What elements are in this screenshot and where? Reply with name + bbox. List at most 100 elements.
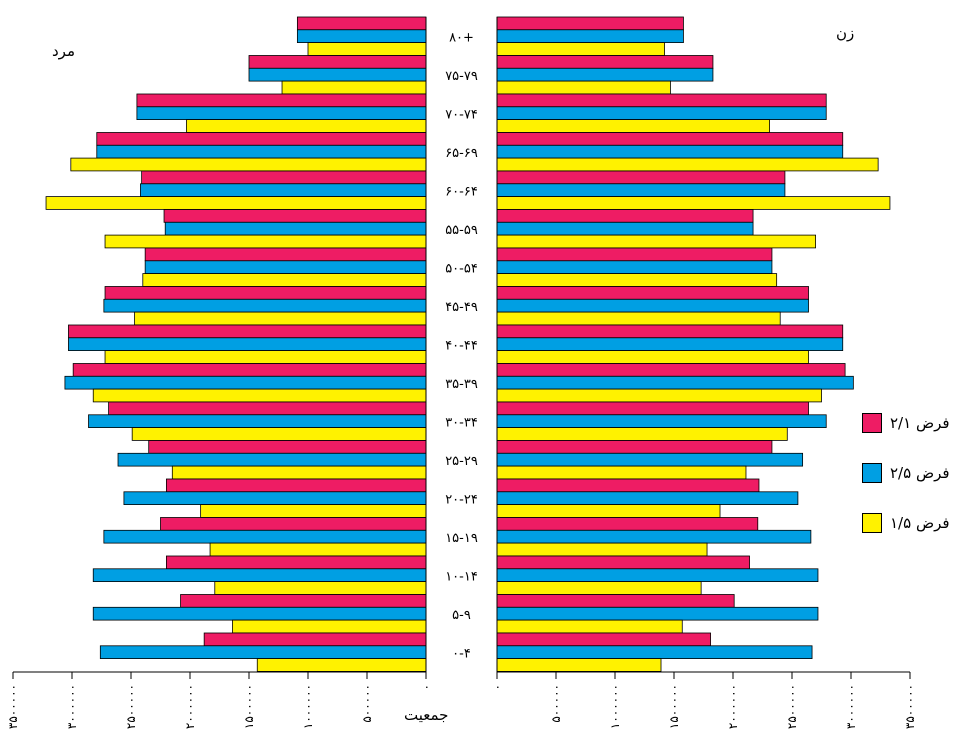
female-tick-label: ۰ [490, 684, 504, 690]
male-tick-label: ۰ [419, 684, 433, 690]
bar-male-6-s3 [142, 273, 427, 287]
legend-swatch-series-2 [862, 463, 882, 483]
female-tick-label: ۱۵۰۰۰۰۰ [667, 684, 681, 729]
bar-male-11-s2 [117, 452, 427, 467]
bar-male-10-s1 [108, 401, 427, 416]
age-group-label: ۵-۹ [452, 608, 471, 623]
female-side-label: زن [836, 24, 855, 42]
age-group-label: ۱۰-۱۴ [445, 569, 478, 584]
bar-female-7-s2 [496, 298, 809, 313]
bar-female-0-s3 [496, 42, 665, 56]
bar-female-4-s2 [496, 183, 786, 198]
bar-male-4-s1 [141, 170, 427, 185]
bar-female-9-s1 [496, 363, 846, 377]
bar-female-8-s2 [496, 337, 844, 351]
age-group-label: ۸۰+ [449, 30, 474, 45]
bar-male-2-s2 [136, 106, 427, 121]
age-group-label: ۷۵-۷۹ [445, 69, 478, 84]
bar-male-3-s2 [96, 144, 427, 159]
bar-female-5-s2 [496, 221, 754, 236]
bar-male-2-s3 [186, 119, 427, 133]
bar-male-0-s1 [296, 16, 427, 31]
age-group-label: ۲۰-۲۴ [445, 492, 478, 507]
bar-male-4-s2 [140, 183, 427, 198]
bar-male-9-s3 [92, 388, 427, 403]
bar-male-7-s2 [103, 298, 427, 313]
bar-male-1-s3 [281, 80, 427, 95]
bar-male-16-s2 [99, 645, 427, 659]
bar-male-11-s3 [171, 465, 427, 480]
bar-male-14-s1 [165, 555, 427, 570]
age-group-label: ۶۵-۶۹ [445, 146, 478, 161]
age-group-label: ۵۵-۵۹ [445, 223, 478, 238]
male-tick-label: ۲۵۰۰۰۰۰ [124, 684, 138, 729]
bar-male-13-s1 [160, 517, 427, 531]
bar-male-1-s2 [248, 67, 427, 82]
bar-male-16-s3 [256, 658, 427, 672]
bar-male-7-s3 [134, 311, 427, 326]
bar-male-9-s1 [72, 363, 427, 377]
age-group-label: ۲۵-۲۹ [445, 454, 478, 469]
bar-male-11-s1 [148, 440, 427, 454]
bar-female-10-s2 [496, 414, 827, 428]
female-tick-label: ۲۰۰۰۰۰۰ [726, 684, 740, 729]
bar-female-15-s1 [496, 594, 735, 608]
legend-swatch-series-1 [862, 413, 882, 433]
bar-female-7-s1 [496, 286, 809, 300]
bar-male-6-s2 [144, 260, 427, 274]
bar-female-9-s3 [496, 388, 822, 403]
age-group-label: ۷۰-۷۴ [445, 107, 478, 122]
bar-female-2-s2 [496, 106, 827, 121]
bar-female-7-s3 [496, 311, 781, 326]
bar-male-3-s3 [70, 157, 427, 172]
female-tick-label: ۱۰۰۰۰۰۰ [608, 684, 622, 729]
bar-female-11-s3 [496, 465, 747, 480]
bar-male-12-s3 [200, 504, 427, 518]
bar-female-3-s2 [496, 144, 844, 159]
bars-layer [45, 16, 891, 672]
bar-female-0-s1 [496, 16, 684, 31]
bar-female-12-s1 [496, 478, 760, 493]
bar-female-9-s2 [496, 375, 854, 390]
bar-female-16-s1 [496, 632, 711, 647]
legend-label-series-3: فرض ۱/۵ [890, 514, 950, 532]
bar-female-6-s3 [496, 273, 778, 287]
bar-female-12-s3 [496, 504, 721, 518]
bar-female-3-s1 [496, 132, 844, 146]
bar-male-15-s2 [92, 606, 427, 621]
bar-male-0-s3 [307, 42, 427, 56]
bar-male-12-s1 [165, 478, 427, 493]
bar-male-8-s1 [68, 324, 427, 339]
bar-female-2-s1 [496, 93, 827, 108]
bar-male-7-s1 [104, 286, 427, 300]
bar-female-11-s1 [496, 440, 773, 454]
bar-male-6-s1 [144, 247, 427, 262]
age-group-label: ۴۵-۴۹ [445, 300, 478, 315]
bar-male-10-s3 [131, 427, 427, 441]
bar-female-2-s3 [496, 119, 770, 133]
bar-female-0-s2 [496, 29, 684, 43]
bar-female-13-s2 [496, 529, 812, 544]
age-group-label: ۳۵-۳۹ [445, 377, 478, 392]
bar-female-15-s3 [496, 619, 683, 634]
bar-male-3-s1 [96, 132, 427, 146]
bar-male-13-s2 [103, 529, 427, 544]
bar-male-5-s3 [104, 234, 427, 249]
legend-item-series-2: فرض ۲/۵ [862, 461, 962, 487]
female-tick-label: ۵۰۰۰۰۰ [549, 684, 563, 723]
bar-female-11-s2 [496, 452, 804, 467]
age-group-label: ۰-۴ [452, 646, 471, 661]
male-tick-label: ۱۰۰۰۰۰۰ [301, 684, 315, 729]
bar-female-1-s2 [496, 67, 714, 82]
bar-female-16-s2 [496, 645, 813, 659]
age-group-label: ۳۰-۳۴ [445, 415, 478, 430]
legend-label-series-1: فرض ۲/۱ [890, 414, 950, 432]
bar-female-13-s3 [496, 542, 708, 557]
bar-male-8-s2 [68, 337, 427, 351]
bar-male-15-s1 [180, 594, 427, 608]
bar-male-0-s2 [296, 29, 427, 43]
bar-male-2-s1 [136, 93, 427, 108]
bar-female-6-s1 [496, 247, 773, 262]
legend-item-series-1: فرض ۲/۱ [862, 411, 962, 437]
male-tick-label: ۳۵۰۰۰۰۰ [6, 684, 20, 729]
